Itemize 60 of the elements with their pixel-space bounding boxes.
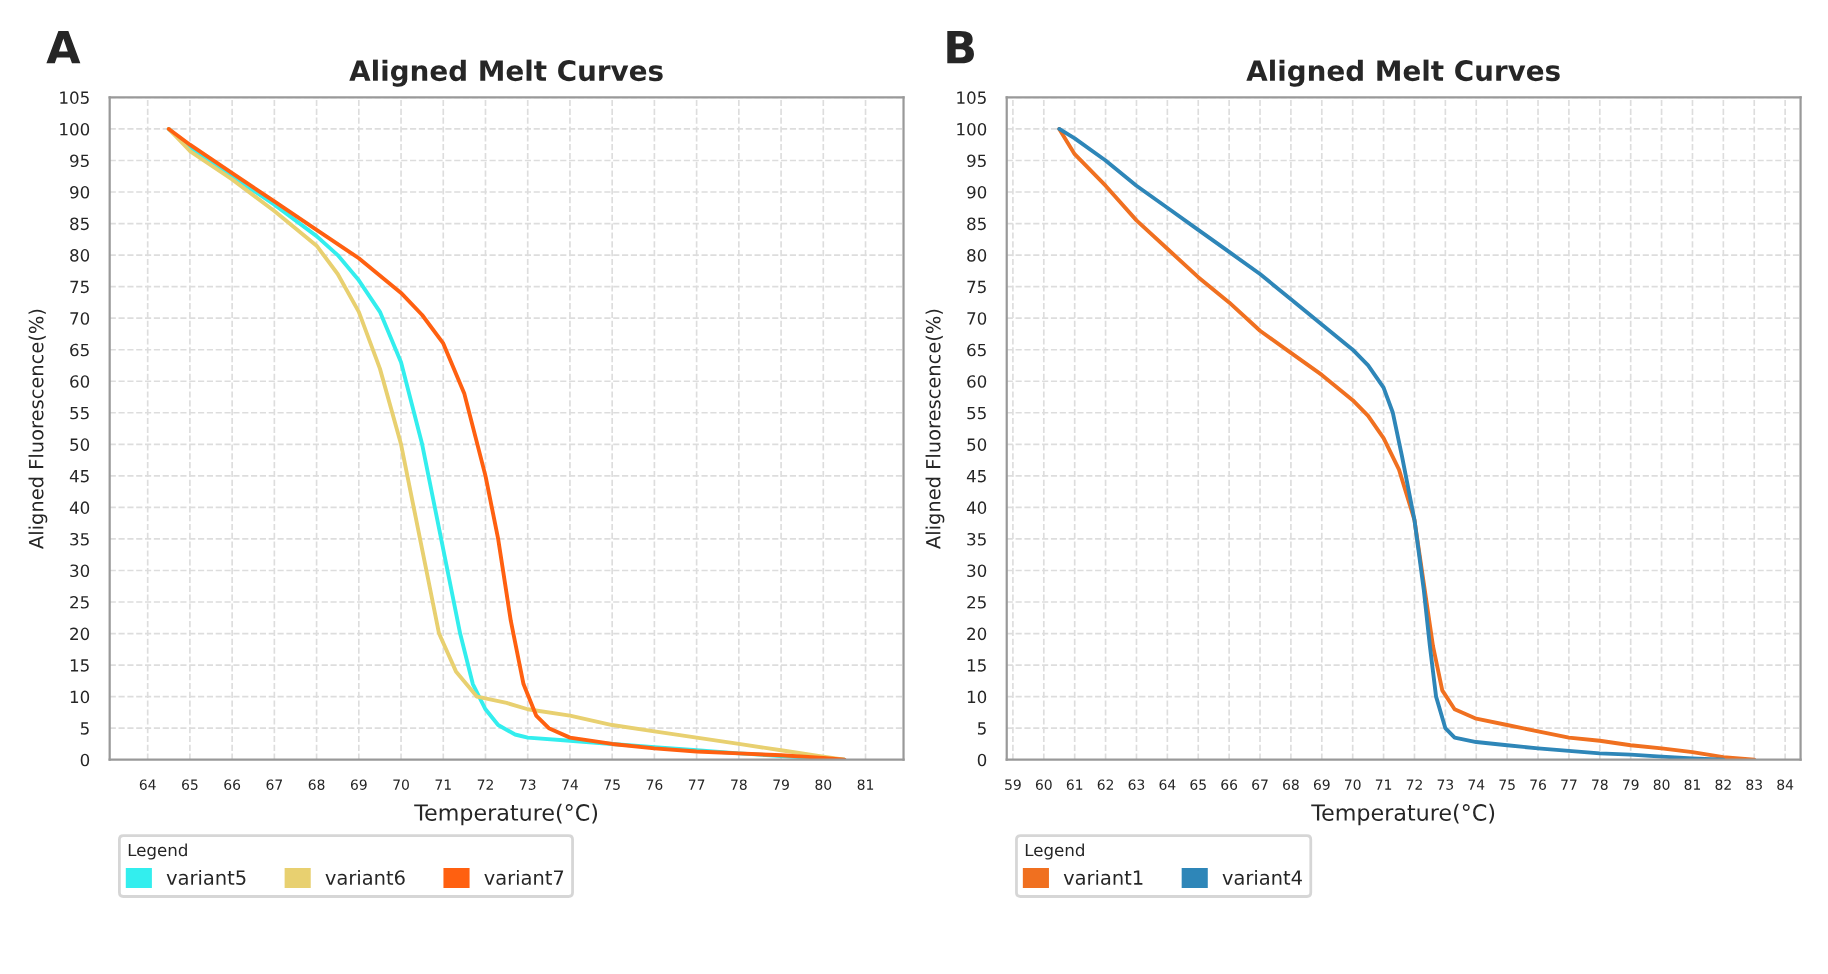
y-tick-label: 20 (70, 627, 90, 641)
y-tick-label: 60 (70, 375, 90, 388)
y-tick-label: 105 (60, 91, 89, 104)
legend-label: variant6 (325, 869, 405, 885)
y-tick-label: 45 (69, 470, 89, 483)
text: B (947, 30, 974, 64)
chart-title: Aligned Melt Curves (1246, 59, 1560, 87)
y-tick-label: 20 (967, 627, 987, 641)
y-tick-label: 30 (967, 564, 987, 578)
y-tick-label: 15 (967, 659, 986, 672)
legend-label: variant1 (1063, 869, 1143, 885)
y-tick-label: 70 (967, 312, 987, 325)
y-tick-label: 95 (70, 154, 89, 168)
y-tick-label: 35 (70, 532, 89, 546)
y-tick-label: 95 (967, 154, 986, 168)
legend-label: variant4 (1222, 869, 1302, 885)
y-tick-label: 105 (957, 91, 986, 104)
y-tick-label: 60 (967, 375, 987, 388)
y-tick-label: 25 (967, 595, 986, 609)
y-tick-label: 10 (70, 690, 90, 704)
legend-label: variant5 (166, 869, 246, 885)
y-tick-label: 100 (60, 122, 90, 136)
y-tick-label: 55 (967, 406, 986, 420)
legend-label: variant7 (484, 869, 564, 885)
y-tick-label: 100 (957, 122, 987, 136)
y-tick-label: 90 (967, 185, 987, 199)
y-tick-label: 5 (977, 722, 986, 735)
y-tick-label: 85 (70, 217, 89, 231)
y-tick-label: 70 (70, 312, 90, 325)
y-tick-label: 85 (967, 217, 986, 231)
chart-title: Aligned Melt Curves (349, 59, 663, 87)
y-tick-label: 50 (967, 438, 987, 451)
legend-title: Legend (1025, 843, 1084, 860)
y-tick-label: 40 (966, 501, 987, 514)
y-axis-title: Aligned Fluorescence(%) (28, 309, 48, 549)
y-tick-label: 75 (70, 280, 89, 294)
y-tick-label: 75 (967, 280, 986, 294)
y-tick-label: 80 (967, 249, 987, 262)
y-tick-label: 80 (70, 249, 90, 262)
y-tick-label: 0 (977, 753, 987, 767)
x-axis-title: Temperature(°C) (1311, 803, 1495, 826)
y-tick-label: 90 (70, 185, 90, 199)
line-series (166, 126, 847, 760)
y-tick-label: 25 (70, 595, 89, 609)
y-tick-label: 30 (70, 564, 90, 578)
y-tick-label: 55 (70, 406, 89, 420)
y-tick-label: 10 (967, 690, 987, 704)
x-axis-title: Temperature(°C) (414, 803, 598, 826)
y-tick-label: 40 (69, 501, 90, 514)
y-tick-label: 50 (70, 438, 90, 451)
y-tick-label: 0 (80, 753, 90, 767)
y-tick-label: 65 (967, 343, 986, 357)
legend-title: Legend (128, 843, 187, 860)
y-tick-label: 65 (70, 343, 89, 357)
y-tick-label: 15 (70, 659, 89, 672)
y-tick-label: 45 (966, 470, 986, 483)
text: A (46, 30, 81, 64)
y-tick-label: 35 (967, 532, 986, 546)
y-tick-label: 5 (80, 722, 89, 735)
y-axis-title: Aligned Fluorescence(%) (925, 309, 945, 549)
